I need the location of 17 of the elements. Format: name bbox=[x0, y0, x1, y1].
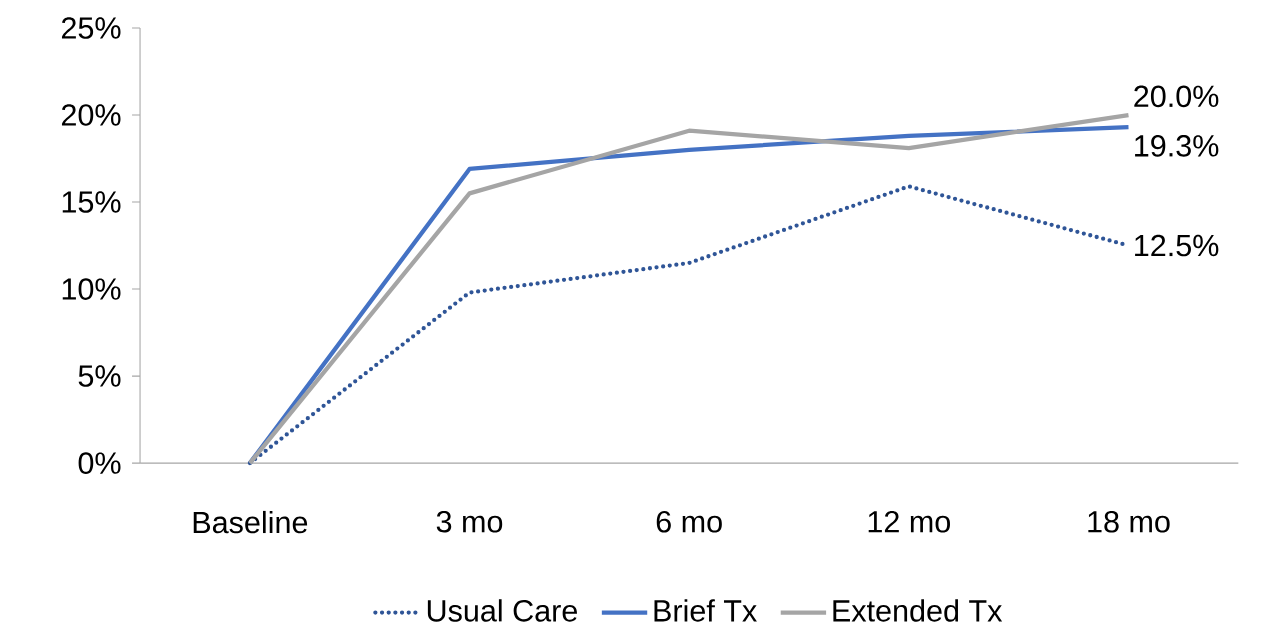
x-tick-label: Baseline bbox=[193, 510, 308, 534]
legend-label: Extended Tx bbox=[833, 599, 1003, 622]
data-label: 20.0% bbox=[1134, 85, 1219, 108]
y-tick-label: 5% bbox=[78, 365, 121, 387]
x-tick-label: 12 mo bbox=[868, 510, 950, 533]
y-tick-label: 10% bbox=[62, 278, 121, 300]
x-tick-label: 3 mo bbox=[436, 510, 503, 533]
x-tick-label: 18 mo bbox=[1088, 510, 1170, 533]
data-label: 12.5% bbox=[1135, 234, 1219, 257]
y-tick-label: 25% bbox=[61, 17, 121, 39]
legend-label: Brief Tx bbox=[654, 599, 757, 622]
y-tick-label: 15% bbox=[62, 191, 121, 213]
data-label: 19.3% bbox=[1135, 134, 1219, 157]
y-tick-label: 20% bbox=[61, 104, 121, 126]
x-tick-label: 6 mo bbox=[656, 510, 722, 533]
legend-label: Usual Care bbox=[427, 599, 577, 622]
y-tick-label: 0% bbox=[78, 452, 121, 474]
